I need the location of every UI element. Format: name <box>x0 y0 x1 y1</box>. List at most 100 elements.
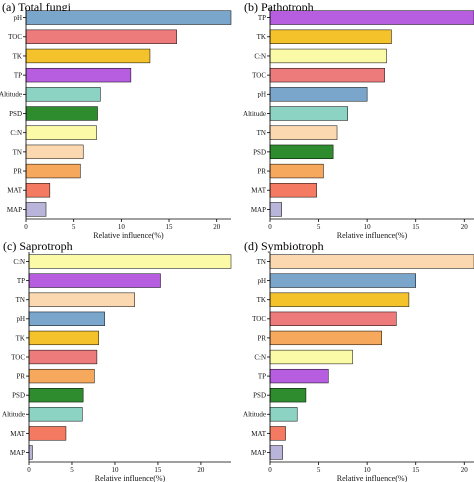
category-label: TK <box>16 334 25 342</box>
category-label: TK <box>257 33 266 41</box>
category-label: TOC <box>11 353 25 361</box>
category-label: TP <box>258 372 266 380</box>
x-tick-label: 20 <box>213 223 221 231</box>
bar-tp <box>28 273 161 288</box>
bar-toc <box>269 311 397 326</box>
category-label: pH <box>257 277 266 285</box>
bar-tk <box>269 29 392 44</box>
bar-ph <box>269 87 368 102</box>
category-label: PR <box>257 334 266 342</box>
x-tick-label: 20 <box>461 223 469 231</box>
bar-ph <box>28 311 105 326</box>
bar-map <box>28 445 33 460</box>
bar-tp <box>25 67 132 83</box>
bar-ph <box>25 10 232 25</box>
category-label: PR <box>16 372 25 380</box>
category-label: C:N <box>10 129 22 137</box>
bar-toc <box>28 349 98 365</box>
bar-psd <box>269 144 334 160</box>
category-label: MAP <box>7 206 22 214</box>
category-label: MAT <box>7 187 23 195</box>
x-tick-label: 20 <box>461 466 469 474</box>
bar-toc <box>269 67 385 83</box>
category-label: PR <box>13 167 22 175</box>
panel-4: (d) Symbiotroph TN pH TK TOC PR C:N TP PSD Altitu… <box>243 239 474 482</box>
bar-pr <box>25 163 81 179</box>
category-label: TP <box>258 14 266 22</box>
bar-map <box>269 445 283 460</box>
category-label: PR <box>257 167 266 175</box>
bar-ph <box>269 273 416 288</box>
x-tick-label: 15 <box>412 466 420 474</box>
category-label: PSD <box>253 392 266 400</box>
category-label: MAP <box>251 449 266 457</box>
bar-tk <box>25 48 151 64</box>
bar-pr <box>269 163 324 179</box>
bar-tn <box>269 125 338 140</box>
panel-3: (c) Saprotroph C:N TP TN pH TK TOC PR PSD Altitud… <box>2 239 232 482</box>
category-label: pH <box>13 14 22 22</box>
x-tick-label: 15 <box>166 223 174 231</box>
category-label: Altitude <box>2 411 25 419</box>
x-tick-label: 5 <box>317 223 321 231</box>
bar-tn <box>25 144 84 160</box>
category-label: MAP <box>251 206 266 214</box>
category-label: MAP <box>10 449 25 457</box>
category-label: MAT <box>10 430 26 438</box>
x-tick-label: 10 <box>364 223 372 231</box>
bar-psd <box>25 106 98 121</box>
x-tick-label: 10 <box>364 466 372 474</box>
x-axis-title: Relative influence(%) <box>337 231 408 240</box>
category-label: TP <box>17 277 25 285</box>
bar-c-n <box>28 254 232 269</box>
category-label: TK <box>257 296 266 304</box>
x-tick-label: 5 <box>72 223 76 231</box>
category-label: C:N <box>254 52 266 60</box>
x-axis-title: Relative influence(%) <box>337 474 408 482</box>
bar-tk <box>28 330 99 346</box>
bar-tn <box>269 254 474 269</box>
x-tick-label: 15 <box>154 466 162 474</box>
panel-title: (d) Symbiotroph <box>244 239 324 253</box>
panel-title: (c) Saprotroph <box>3 239 73 253</box>
category-label: TN <box>16 296 25 304</box>
bar-altitude <box>269 407 298 422</box>
panel-2: (b) PathotrophTPTKC:NTOCpHAltitudeTNPSDP… <box>243 0 474 240</box>
bar-altitude <box>28 407 83 422</box>
x-tick-label: 10 <box>118 223 126 231</box>
x-tick-label: 5 <box>317 466 321 474</box>
x-tick-label: 15 <box>412 223 420 231</box>
bar-tn <box>28 292 135 307</box>
panel-1: (a) Total fungipHTOCTKTPAltitudePSDC:NTN… <box>0 0 232 240</box>
bar-mat <box>269 426 286 441</box>
category-label: TP <box>14 72 22 80</box>
category-label: TK <box>13 52 22 60</box>
category-label: Altitude <box>243 110 266 118</box>
bar-map <box>269 202 282 217</box>
category-label: MAT <box>251 187 267 195</box>
bar-psd <box>28 388 84 403</box>
x-axis-title: Relative influence(%) <box>95 474 166 482</box>
x-tick-label: 0 <box>268 466 272 474</box>
category-label: PSD <box>9 110 22 118</box>
x-tick-label: 5 <box>70 466 74 474</box>
bar-mat <box>269 183 317 198</box>
bar-c-n <box>25 125 97 140</box>
x-tick-label: 10 <box>111 466 119 474</box>
bar-pr <box>28 368 95 384</box>
x-tick-label: 0 <box>24 223 28 231</box>
category-label: pH <box>257 91 266 99</box>
bar-altitude <box>25 87 101 102</box>
bar-psd <box>269 388 307 403</box>
category-label: PSD <box>12 392 25 400</box>
category-label: TN <box>257 258 266 266</box>
x-tick-label: 0 <box>268 223 272 231</box>
bar-tk <box>269 292 410 307</box>
category-label: TOC <box>8 33 22 41</box>
category-label: PSD <box>253 148 266 156</box>
category-label: MAT <box>251 430 267 438</box>
bar-mat <box>28 426 67 441</box>
x-axis-title: Relative influence(%) <box>93 231 164 240</box>
bar-toc <box>25 29 177 44</box>
